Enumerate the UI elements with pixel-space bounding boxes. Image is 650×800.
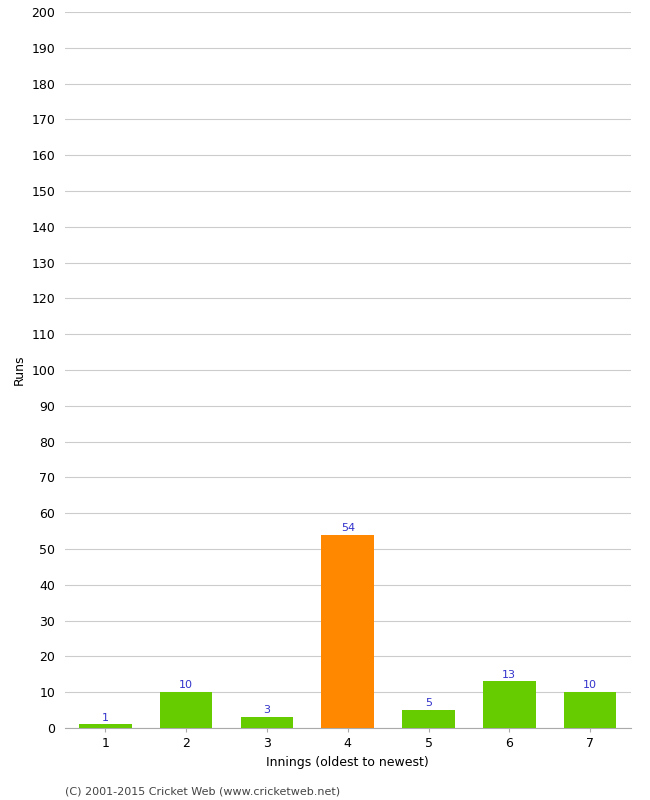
Bar (160, 692, 213, 728)
Bar (483, 682, 536, 728)
Text: 1: 1 (102, 713, 109, 722)
Text: 54: 54 (341, 523, 355, 533)
Text: 5: 5 (425, 698, 432, 708)
Text: 3: 3 (263, 706, 270, 715)
Text: 13: 13 (502, 670, 516, 680)
Bar (564, 692, 616, 728)
Text: 10: 10 (179, 681, 193, 690)
Bar (79, 725, 132, 728)
Text: 10: 10 (583, 681, 597, 690)
Y-axis label: Runs: Runs (13, 354, 26, 386)
Bar (402, 710, 455, 728)
Text: (C) 2001-2015 Cricket Web (www.cricketweb.net): (C) 2001-2015 Cricket Web (www.cricketwe… (65, 786, 340, 796)
Bar (240, 718, 293, 728)
X-axis label: Innings (oldest to newest): Innings (oldest to newest) (266, 755, 429, 769)
Bar (322, 534, 374, 728)
